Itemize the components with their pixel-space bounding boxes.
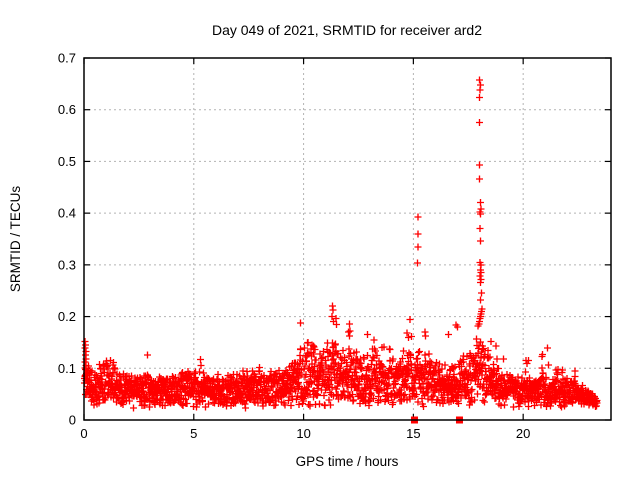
- chart-title: Day 049 of 2021, SRMTID for receiver ard…: [212, 22, 482, 38]
- y-tick-label: 0.7: [58, 51, 76, 66]
- x-axis-label: GPS time / hours: [296, 454, 399, 469]
- x-tick-label: 20: [516, 426, 530, 441]
- y-tick-label: 0.3: [58, 257, 76, 272]
- y-tick-label: 0.4: [58, 206, 76, 221]
- y-tick-label: 0.6: [58, 102, 76, 117]
- y-axis-label: SRMTID / TECUs: [8, 186, 23, 293]
- y-tick-label: 0.1: [58, 361, 76, 376]
- y-tick-label: 0.5: [58, 154, 76, 169]
- x-tick-label: 10: [296, 426, 310, 441]
- y-tick-label: 0: [69, 413, 76, 428]
- plot-border: [83, 57, 612, 421]
- srmtid-points: [81, 76, 601, 412]
- x-tick-label: 0: [80, 426, 87, 441]
- x-tick-label: 5: [190, 426, 197, 441]
- x-tick-label: 15: [406, 426, 420, 441]
- data-points: [81, 76, 601, 424]
- tick-labels: 0 5 10 15 20 0 0.1 0.2 0.3 0.4 0.5 0.6 0.7: [58, 51, 530, 442]
- y-tick-label: 0.2: [58, 309, 76, 324]
